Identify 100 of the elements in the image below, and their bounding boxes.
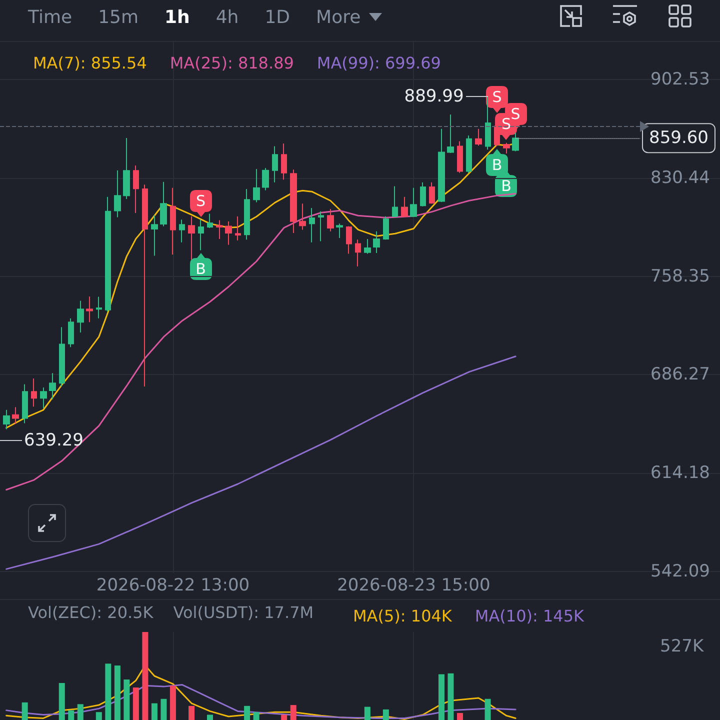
bar [438, 674, 444, 720]
candlestick [457, 140, 463, 174]
candlestick [151, 214, 158, 256]
annotation: B [500, 176, 512, 198]
candlestick [170, 187, 176, 256]
text: 15m [98, 6, 139, 28]
text: Time [28, 6, 72, 28]
candlestick [22, 384, 28, 424]
candlestick [392, 186, 398, 218]
candlestick [96, 296, 102, 319]
annotation: S [491, 87, 503, 108]
bar [160, 698, 167, 720]
x-tick-label: 2026-08-23 15:00 [337, 576, 490, 596]
candlestick [466, 135, 472, 174]
candlestick [318, 210, 324, 242]
candlestick [410, 187, 417, 218]
candlestick [105, 196, 111, 312]
candlestick [447, 114, 454, 154]
bar [290, 705, 296, 720]
y-tick-label: 686.27 [650, 364, 710, 385]
text: 4h [216, 6, 239, 28]
candlestick [179, 219, 185, 243]
text: MA(25): 818.89 [170, 54, 294, 72]
text: MA(10): 145K [474, 606, 585, 626]
candlestick [272, 146, 278, 183]
ref-line-label: 859.60 [649, 128, 708, 148]
bar [188, 706, 194, 720]
text: MA(99): 699.69 [316, 54, 441, 72]
candlestick [244, 188, 250, 240]
candlestick [133, 165, 139, 214]
candlestick [429, 182, 435, 204]
text: Vol(ZEC): 20.5K [28, 603, 154, 623]
candlestick [438, 128, 445, 202]
annotation: 639.29 [24, 430, 84, 450]
candlestick [49, 372, 56, 400]
y-tick-label: 614.18 [650, 463, 710, 484]
candlestick [420, 182, 426, 207]
bar [448, 673, 454, 720]
candlestick [336, 223, 343, 239]
candlestick [123, 137, 130, 200]
annotation: S [500, 114, 512, 135]
bar [132, 687, 139, 720]
text: 1h [164, 6, 190, 28]
candlestick [142, 184, 148, 388]
annotation: S [194, 190, 207, 212]
bar [207, 714, 214, 720]
candlestick [364, 238, 371, 254]
text: Vol(USDT): 17.7M [173, 603, 314, 623]
bar [124, 680, 130, 720]
y-tick-label: 902.53 [650, 70, 710, 90]
candlestick [290, 169, 297, 234]
annotation: B [490, 155, 504, 176]
y-tick-label: 758.35 [650, 266, 710, 286]
annotation: 889.99 [404, 86, 464, 106]
candlestick [346, 226, 352, 254]
candlestick [401, 196, 408, 218]
candlestick [262, 167, 269, 191]
bar [105, 664, 112, 720]
candlestick [355, 239, 361, 267]
bar [151, 703, 158, 720]
bar [96, 712, 102, 720]
candlestick [77, 300, 84, 333]
candlestick [59, 326, 65, 388]
candlestick [253, 168, 260, 203]
candlestick [68, 318, 74, 348]
candlestick [12, 406, 19, 424]
bar [281, 714, 288, 720]
candlestick [309, 207, 315, 243]
candlestick [31, 378, 37, 408]
text: MA(5): 104K [353, 606, 452, 626]
candlestick [475, 128, 482, 146]
candlestick [198, 219, 204, 251]
annotation: B [194, 259, 207, 280]
candlestick [503, 142, 510, 154]
bar [382, 709, 389, 720]
candlestick [216, 220, 223, 240]
text: 1D [264, 6, 290, 28]
bar [22, 702, 28, 720]
candlestick [327, 208, 334, 232]
candlestick [40, 386, 47, 409]
candlestick [512, 132, 519, 152]
bar [253, 712, 260, 720]
y-tick-label: 830.44 [650, 168, 710, 188]
bar [68, 710, 74, 720]
bar [142, 632, 148, 720]
candlestick [485, 96, 491, 150]
y-tick-label: 542.09 [650, 562, 710, 582]
candlestick [160, 181, 167, 227]
candlestick [86, 296, 93, 323]
bar [484, 698, 491, 720]
candlestick [383, 216, 389, 240]
bar [364, 706, 370, 720]
candlestick [281, 143, 287, 180]
bar [170, 686, 176, 720]
candlestick [114, 170, 121, 218]
candlestick [207, 213, 213, 229]
candlestick [299, 203, 306, 230]
bar [114, 665, 120, 720]
bar [244, 706, 250, 720]
line-series [6, 356, 516, 570]
